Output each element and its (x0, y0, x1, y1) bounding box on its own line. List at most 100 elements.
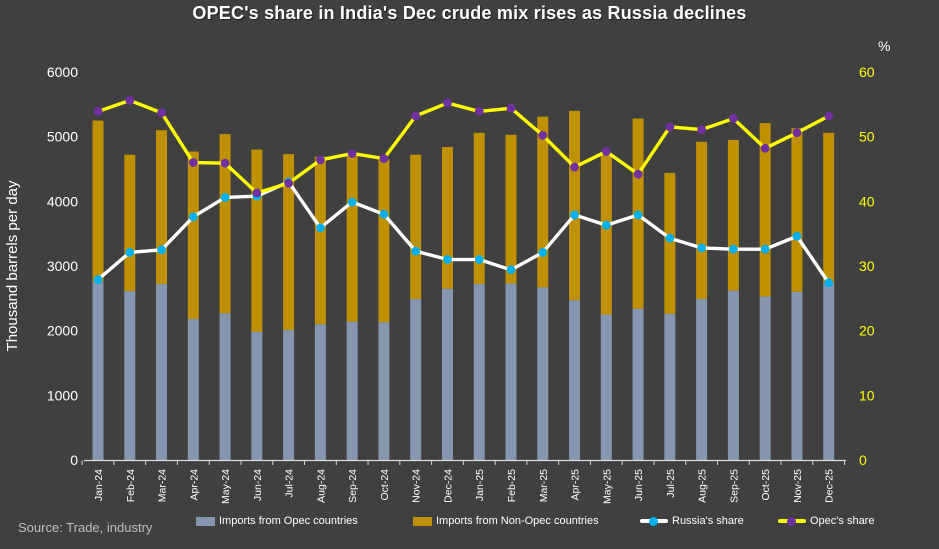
y-axis-tick-label: 4000 (47, 193, 78, 209)
x-axis-label: Dec-25 (824, 469, 836, 503)
x-axis-label: May-24 (220, 469, 232, 504)
right-axis-unit-label: % (878, 38, 890, 54)
bar-opec-segment (441, 288, 453, 460)
y-axis-tick-label: 5000 (47, 129, 78, 145)
bar-nonopec-segment (441, 147, 453, 289)
x-axis-label: Jul-25 (665, 469, 677, 498)
opec-marker-icon (787, 516, 796, 526)
russia-share-marker (443, 255, 452, 264)
legend-label: Imports from Opec countries (219, 515, 358, 527)
x-axis-label: Apr-24 (188, 469, 200, 501)
russia-share-marker (188, 212, 198, 222)
bar-opec-segment (410, 298, 422, 460)
opec-share-marker (760, 143, 770, 153)
bar-opec-segment (473, 284, 485, 460)
opec-share-marker (347, 149, 357, 158)
bar-opec-segment (92, 282, 104, 460)
bar-opec-segment (759, 296, 771, 460)
x-axis-label: Feb-25 (506, 469, 518, 502)
opec-share-swatch (778, 516, 806, 526)
opec-share-marker (188, 158, 198, 167)
x-axis-label: Sep-25 (728, 469, 740, 503)
bar-nonopec-segment (346, 156, 358, 322)
opec-share-marker (315, 155, 325, 165)
x-axis-label: Mar-25 (538, 469, 550, 502)
bar-nonopec-segment (823, 132, 835, 283)
bar-nonopec-segment (759, 123, 771, 297)
opec-share-marker (474, 107, 484, 116)
russia-share-marker (697, 243, 707, 253)
opec-share-marker (379, 154, 389, 164)
y2-axis-tick-label: 60 (859, 64, 875, 80)
y-axis-title: Thousand barrels per day (4, 180, 21, 351)
bar-opec-segment (664, 313, 676, 460)
y-axis-tick-label: 0 (70, 452, 78, 468)
bar-nonopec-segment (156, 130, 168, 285)
russia-share-marker (125, 248, 135, 257)
bar-opec-segment (124, 291, 136, 460)
opec-share-marker (220, 158, 230, 168)
opec-share-marker (93, 107, 103, 116)
russia-share-marker (93, 275, 103, 284)
x-axis-label: Feb-24 (125, 469, 137, 502)
y2-axis-tick-label: 20 (859, 323, 875, 339)
bar-opec-segment (251, 331, 263, 460)
bar-opec-segment (219, 313, 231, 460)
opec-share-marker (157, 108, 166, 118)
bar-opec-segment (727, 290, 739, 460)
y2-axis-tick-label: 0 (859, 452, 867, 468)
x-axis-label: Oct-24 (379, 469, 391, 501)
x-axis-label: Aug-25 (697, 469, 709, 503)
russia-share-marker (474, 255, 484, 264)
y-axis-tick-label: 2000 (47, 323, 78, 339)
x-axis-label: Oct-25 (760, 469, 772, 501)
bar-nonopec-segment (124, 154, 136, 292)
bar-nonopec-segment (791, 128, 803, 292)
bar-nonopec-segment (696, 141, 708, 299)
x-axis-label: Jan-24 (93, 469, 105, 501)
bar-opec-segment (187, 319, 199, 460)
bar-opec-segment (156, 284, 168, 460)
x-axis-label: Jan-25 (474, 469, 486, 501)
chart-title: OPEC's share in India's Dec crude mix ri… (192, 3, 747, 23)
nonopec-imports-swatch (413, 516, 432, 526)
opec-share-marker (125, 96, 135, 105)
y2-axis-tick-label: 40 (859, 193, 875, 209)
x-axis-label: Aug-24 (315, 469, 327, 503)
legend-label: Imports from Non-Opec countries (436, 515, 599, 527)
chart-legend: Imports from Opec countries Imports from… (0, 513, 939, 531)
opec-share-marker (665, 122, 675, 132)
bar-nonopec-segment (569, 110, 581, 301)
y-axis-tick-label: 1000 (47, 387, 78, 403)
bar-nonopec-segment (727, 139, 739, 291)
legend-item-nonopec-imports: Imports from Non-Opec countries (413, 513, 599, 529)
x-axis-label: May-25 (601, 469, 613, 504)
opec-share-marker (601, 147, 611, 156)
russia-share-marker (538, 248, 548, 257)
y2-axis-tick-label: 30 (859, 258, 875, 274)
bar-nonopec-segment (251, 149, 263, 332)
source-note: Source: Trade, industry (18, 520, 153, 535)
x-axis-label: Sep-24 (347, 469, 359, 503)
russia-share-marker (220, 193, 230, 202)
bar-nonopec-segment (664, 172, 676, 314)
bar-opec-segment (696, 298, 708, 460)
russia-share-marker (633, 210, 643, 220)
bar-opec-segment (505, 283, 517, 460)
opec-share-marker (284, 178, 294, 188)
bar-nonopec-segment (92, 120, 104, 283)
bar-opec-segment (791, 291, 803, 460)
legend-item-opec-share: Opec's share (778, 513, 874, 529)
x-axis-label: Apr-25 (570, 469, 582, 501)
opec-share-marker (252, 188, 262, 198)
bar-opec-segment (314, 324, 326, 460)
lines-layer (93, 96, 834, 288)
axis-layer: 0 1000 2000 3000 4000 5000 6000 0 10 20 30 40 50 60 Ja… (47, 64, 875, 504)
russia-share-marker (665, 233, 675, 243)
russia-marker-icon (649, 516, 658, 526)
x-axis-label: Nov-24 (411, 469, 423, 503)
x-axis-label: Jun-24 (252, 469, 264, 501)
bar-nonopec-segment (283, 154, 295, 331)
bar-nonopec-segment (410, 154, 422, 299)
